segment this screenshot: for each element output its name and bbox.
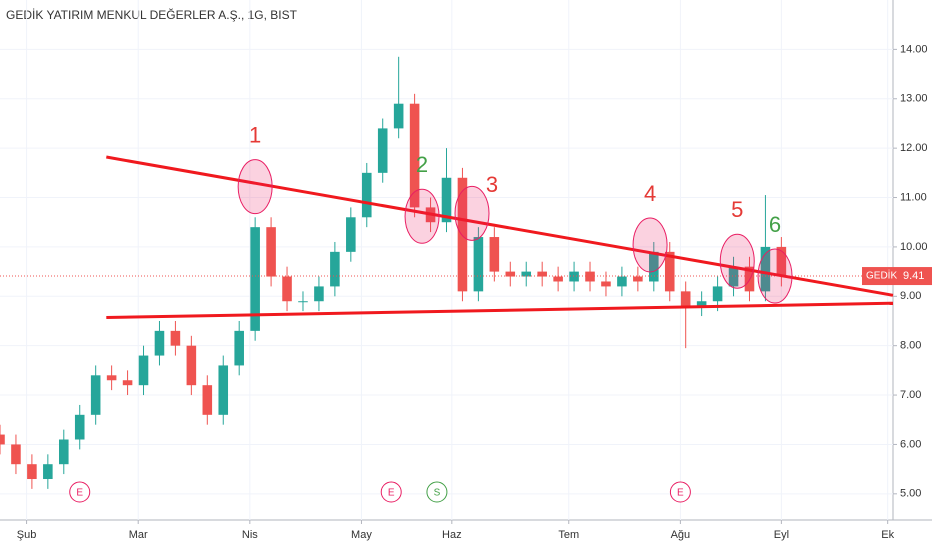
candle-body: [680, 291, 691, 307]
x-tick-label: Tem: [558, 529, 579, 541]
x-tick-label: Eyl: [774, 529, 789, 541]
candle-body: [218, 365, 229, 415]
annotation-label: 6: [769, 212, 781, 237]
y-tick-label: 11.00: [900, 191, 927, 203]
candle-body: [489, 237, 500, 272]
candle-body: [122, 380, 133, 386]
candle-body: [633, 276, 643, 282]
event-marker: [380, 481, 402, 503]
candle-body: [744, 266, 755, 292]
candle-body: [154, 330, 165, 356]
y-tick-label: 9.00: [900, 290, 921, 302]
y-tick-label: 7.00: [900, 389, 921, 401]
x-tick-label: Ağu: [671, 529, 691, 541]
event-label: S: [434, 488, 441, 499]
candle-body: [393, 103, 404, 129]
y-tick-label: 5.00: [900, 488, 921, 500]
candle-body: [250, 227, 260, 331]
candle-body: [202, 385, 213, 415]
symbol-label: GEDİK: [866, 269, 897, 282]
y-tick-label: 12.00: [900, 142, 928, 154]
trendline: [106, 155, 894, 297]
y-tick-label: 14.00: [900, 43, 928, 55]
trendline: [106, 301, 894, 320]
event-label: E: [388, 488, 395, 499]
candle-body: [11, 444, 21, 465]
annotation-circle: [404, 188, 440, 244]
annotation-circle: [237, 159, 273, 215]
candle-body: [59, 439, 69, 465]
event-label: E: [677, 488, 684, 499]
last-price-label: 9.41: [903, 270, 924, 282]
candle-body: [457, 177, 468, 292]
candle-body: [728, 266, 739, 287]
candle-body: [696, 301, 707, 307]
candle-body: [537, 271, 547, 277]
candle-body: [266, 227, 276, 277]
candle-body: [776, 246, 787, 277]
candle-body: [282, 276, 292, 302]
candle-body: [0, 434, 5, 445]
candle-body: [90, 375, 101, 415]
chart-title: GEDİK YATIRIM MENKUL DEĞERLER A.Ş., 1G, …: [6, 7, 298, 22]
y-tick-label: 10.00: [900, 241, 928, 253]
annotation-label: 1: [249, 122, 261, 147]
candle-body: [186, 345, 197, 386]
candle-body: [441, 177, 452, 223]
x-tick-label: Ek: [881, 529, 894, 541]
candle-body: [170, 330, 181, 346]
x-tick-label: Mar: [129, 529, 148, 541]
candle-body: [377, 128, 388, 173]
last-price-box: [862, 267, 932, 286]
candle-body: [473, 237, 484, 292]
y-tick-label: 13.00: [900, 93, 928, 105]
candle-body: [43, 464, 53, 480]
annotation-label: 3: [486, 172, 498, 197]
y-tick-label: 8.00: [900, 340, 921, 352]
candle-body: [521, 271, 532, 277]
candle-body: [314, 286, 324, 302]
candle-body: [106, 375, 117, 381]
annotation-circle: [719, 233, 755, 289]
candle-body: [569, 271, 579, 282]
event-marker: [69, 481, 91, 503]
candle-body: [585, 271, 595, 282]
annotation-circle: [632, 217, 668, 273]
annotation-circle: [454, 185, 490, 241]
x-tick-label: May: [351, 529, 372, 541]
y-tick-label: 6.00: [900, 438, 921, 450]
candle-body: [138, 355, 149, 386]
candle-body: [617, 276, 627, 287]
annotation-label: 5: [731, 197, 743, 222]
annotation-label: 2: [416, 152, 428, 177]
event-label: E: [76, 488, 83, 499]
x-tick-label: Şub: [17, 529, 37, 541]
candle-body: [27, 464, 37, 480]
candle-body: [712, 286, 723, 302]
candle-body: [234, 330, 244, 366]
x-tick-label: Nis: [242, 529, 258, 541]
event-marker: [426, 481, 448, 503]
candle-body: [346, 217, 356, 252]
candle-body: [361, 172, 372, 218]
annotation-label: 4: [644, 181, 656, 206]
candle-body: [649, 251, 659, 282]
candle-body: [74, 414, 85, 440]
annotation-circle: [757, 248, 793, 304]
candle-body: [760, 246, 771, 292]
candle-body: [664, 251, 675, 292]
candle-body: [553, 276, 563, 282]
x-tick-label: Haz: [442, 529, 462, 541]
candle-body: [409, 103, 420, 208]
event-marker: [669, 481, 691, 503]
candle-body: [505, 271, 516, 277]
candle-body: [298, 301, 308, 303]
candle-body: [330, 251, 340, 287]
candle-body: [601, 281, 611, 287]
